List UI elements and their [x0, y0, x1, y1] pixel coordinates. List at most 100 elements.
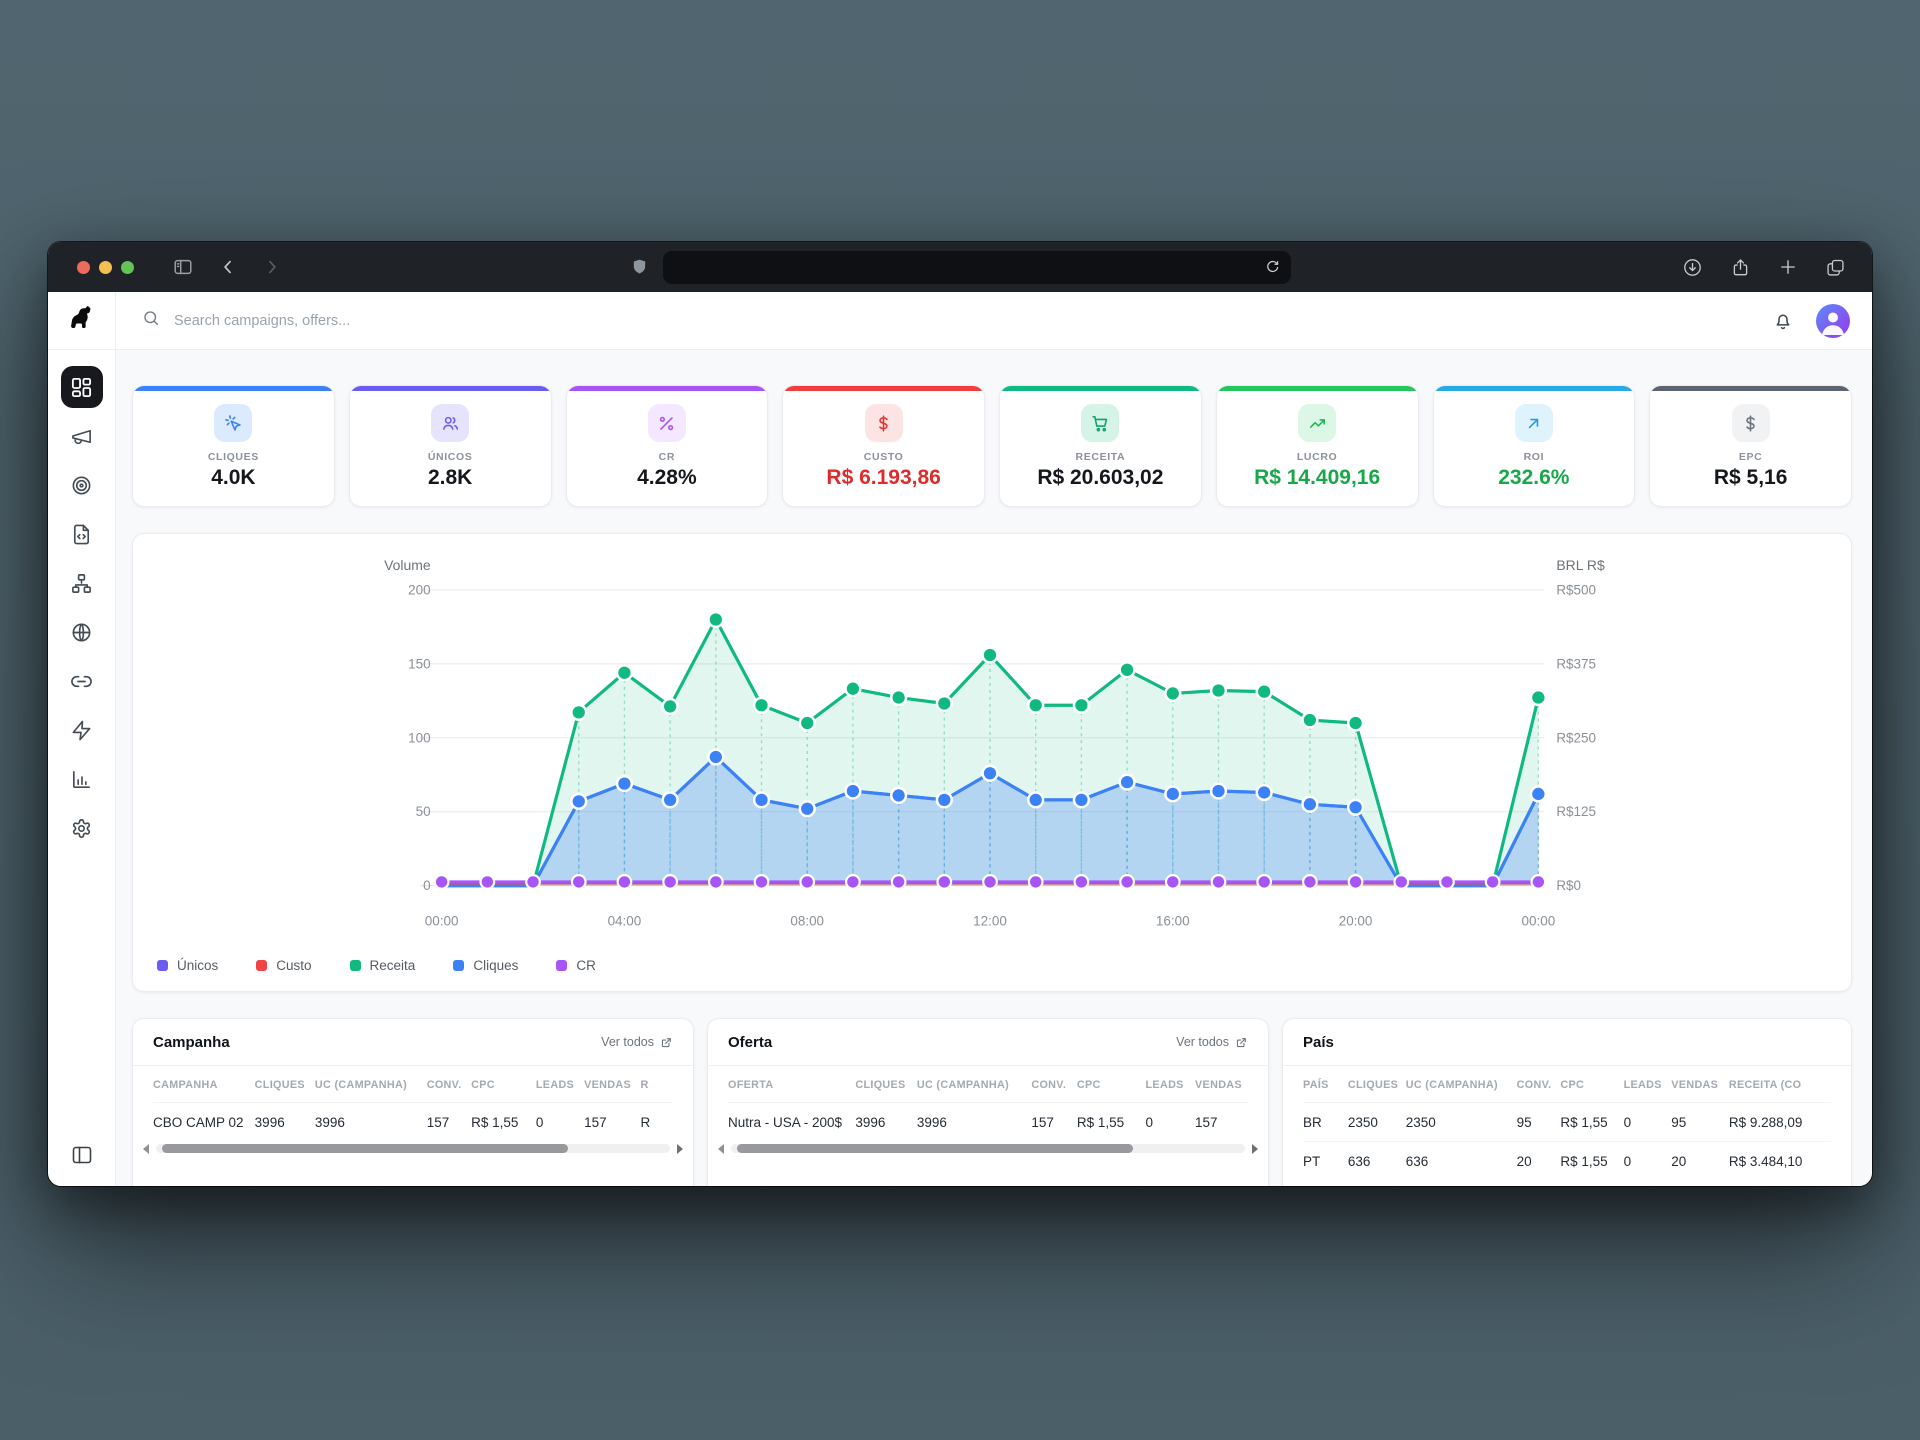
close-window-button[interactable] — [77, 260, 90, 274]
tab-overview-icon[interactable] — [1825, 257, 1846, 278]
svg-text:150: 150 — [408, 656, 430, 671]
legend-cr[interactable]: CR — [556, 958, 596, 973]
column-header: VENDAS — [1195, 1078, 1242, 1091]
address-bar[interactable] — [663, 250, 1291, 284]
avatar-person-icon — [1822, 312, 1844, 335]
metric-card-receita: RECEITA R$ 20.603,02 — [999, 385, 1202, 507]
minimize-window-button[interactable] — [99, 260, 112, 274]
sidebar-item-domains[interactable] — [61, 611, 103, 653]
legend-swatch — [157, 959, 168, 971]
dog-logo-icon — [67, 303, 97, 338]
card-accent-bar — [1000, 386, 1201, 391]
legend-label: Receita — [369, 957, 416, 973]
metric-value: 2.8K — [427, 466, 473, 489]
data-table: CAMPANHA CLIQUES UC (CAMPANHA) CONV. CPC LEAD… — [153, 1066, 673, 1141]
table-cell: 20 — [1516, 1140, 1561, 1180]
table-cell: 157 — [1195, 1101, 1248, 1141]
table-cell: R$ 1,55 — [471, 1101, 536, 1141]
forward-icon[interactable] — [262, 257, 282, 277]
metric-card-lucro: LUCRO R$ 14.409,16 — [1215, 385, 1419, 507]
table-cell: R$ 9.288,09 — [1728, 1101, 1831, 1142]
sidebar-item-offers[interactable] — [61, 464, 103, 506]
horizontal-scrollbar[interactable] — [708, 1141, 1268, 1164]
legend-cliques[interactable]: Cliques — [453, 958, 518, 973]
column-header: LEADS — [535, 1078, 575, 1091]
notifications-bell-icon[interactable] — [1772, 310, 1794, 332]
svg-text:R$250: R$250 — [1556, 730, 1596, 745]
legend-receita[interactable]: Receita — [349, 957, 416, 973]
scroll-left-arrow[interactable] — [718, 1143, 724, 1154]
metric-value: 232.6% — [1498, 466, 1570, 489]
cursor-click-icon — [214, 404, 253, 442]
column-header: RECEITA (CO — [1728, 1078, 1802, 1091]
table-cell: 20 — [1671, 1140, 1729, 1180]
table-title: Oferta — [728, 1033, 773, 1051]
zoom-window-button[interactable] — [121, 260, 134, 274]
table-cell: R$ 1,55 — [1560, 1101, 1624, 1142]
scroll-left-arrow[interactable] — [143, 1143, 149, 1154]
scroll-right-arrow[interactable] — [1252, 1143, 1258, 1154]
sidebar-item-links[interactable] — [61, 660, 103, 702]
table-cell: 3996 — [916, 1101, 1032, 1141]
downloads-icon[interactable] — [1682, 257, 1703, 278]
column-header: LEADS — [1145, 1078, 1184, 1091]
metric-label: EPC — [1738, 451, 1763, 463]
new-tab-icon[interactable] — [1778, 257, 1798, 277]
column-header: VENDAS — [584, 1078, 632, 1091]
metric-value: R$ 14.409,16 — [1254, 466, 1381, 489]
column-header: CAMPANHA — [153, 1078, 218, 1091]
back-icon[interactable] — [218, 257, 238, 277]
ver-todos-link[interactable]: Ver todos — [601, 1035, 673, 1049]
table-row[interactable]: BR 2350 2350 95 R$ 1,55 0 95 R$ 9.288,09 — [1303, 1101, 1831, 1142]
card-accent-bar — [133, 386, 334, 391]
sidebar-toggle-icon[interactable] — [172, 256, 194, 278]
table-cell: CBO CAMP 02 — [153, 1101, 255, 1141]
table-cell: PT — [1303, 1140, 1348, 1180]
column-header: UC (CAMPANHA) — [314, 1078, 408, 1091]
sidebar-item-flows[interactable] — [61, 562, 103, 604]
metric-label: CLIQUES — [207, 451, 259, 463]
search-input[interactable] — [172, 311, 596, 330]
reload-icon[interactable] — [1264, 259, 1281, 276]
legend-label: Cliques — [473, 957, 519, 973]
svg-text:100: 100 — [408, 730, 430, 745]
metric-label: LUCRO — [1296, 451, 1338, 463]
sidebar-item-automation[interactable] — [61, 709, 103, 751]
table-cell: 157 — [584, 1101, 641, 1141]
sidebar-item-landing-pages[interactable] — [61, 513, 103, 555]
scrollbar-track[interactable] — [731, 1144, 1245, 1154]
sidebar-item-dashboard[interactable] — [60, 366, 103, 408]
table-row[interactable]: Nutra - USA - 200$ 3996 3996 157 R$ 1,55 0 157 — [728, 1101, 1248, 1141]
table-row[interactable]: CBO CAMP 02 3996 3996 157 R$ 1,55 0 157 R — [153, 1101, 673, 1141]
sidebar-item-settings[interactable] — [61, 807, 103, 849]
user-avatar[interactable] — [1816, 303, 1850, 338]
column-header: CPC — [1076, 1078, 1101, 1091]
scrollbar-thumb[interactable] — [737, 1144, 1133, 1154]
scrollbar-thumb[interactable] — [162, 1144, 569, 1154]
table-card-pais: País PAÍS CLIQUES UC (CAMPANHA) CONV. CPC LEAD… — [1282, 1017, 1852, 1186]
card-accent-bar — [1433, 386, 1635, 391]
horizontal-scrollbar[interactable] — [133, 1141, 693, 1164]
legend-únicos[interactable]: Únicos — [157, 958, 218, 973]
column-header: CLIQUES — [855, 1078, 906, 1091]
trending-up-icon — [1298, 404, 1337, 442]
app-logo[interactable] — [48, 292, 116, 349]
share-icon[interactable] — [1730, 257, 1751, 278]
column-header: CONV. — [426, 1078, 462, 1091]
collapse-sidebar-icon[interactable] — [70, 1143, 94, 1172]
app-sidebar — [48, 350, 116, 1186]
table-card-campanha: Campanha Ver todos CAMPANHA CLIQUES UC (CAMP… — [132, 1017, 694, 1186]
table-cell: 636 — [1347, 1140, 1406, 1180]
svg-text:R$125: R$125 — [1556, 804, 1596, 819]
metric-value: R$ 5,16 — [1713, 466, 1788, 489]
table-row[interactable]: PT 636 636 20 R$ 1,55 0 20 R$ 3.484,10 — [1303, 1140, 1831, 1180]
scrollbar-track[interactable] — [156, 1144, 670, 1154]
svg-text:50: 50 — [416, 804, 431, 819]
ver-todos-link[interactable]: Ver todos — [1176, 1035, 1248, 1049]
scroll-right-arrow[interactable] — [677, 1143, 683, 1154]
sidebar-item-campaigns[interactable] — [61, 415, 103, 457]
sidebar-item-reports[interactable] — [61, 758, 103, 800]
svg-text:12:00: 12:00 — [973, 914, 1007, 929]
legend-custo[interactable]: Custo — [256, 958, 312, 973]
legend-label: CR — [576, 957, 596, 973]
